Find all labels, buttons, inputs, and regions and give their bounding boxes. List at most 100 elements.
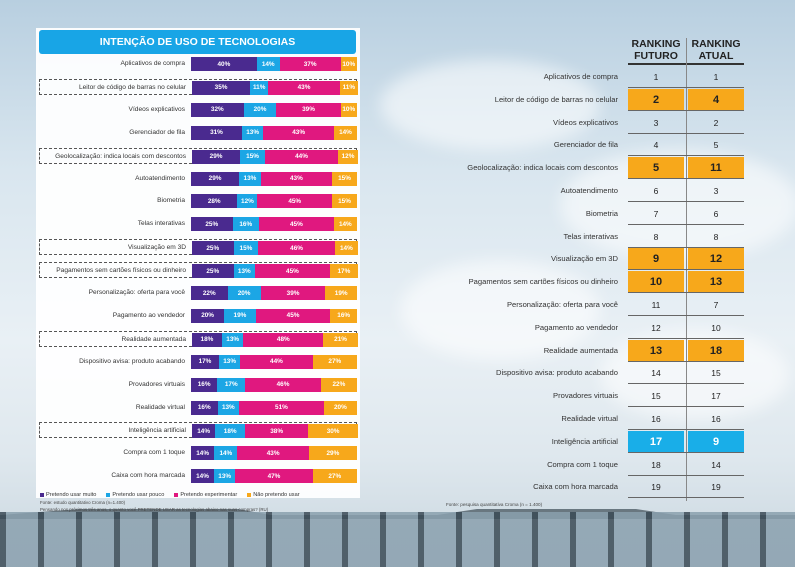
ranking-row-rule	[628, 474, 744, 476]
ranking-current-value: 14	[711, 459, 721, 470]
stacked-bar: 29% 15% 44% 12%	[192, 149, 358, 164]
ranking-future-value: 16	[651, 414, 661, 424]
row-label: Caixa com hora marcada	[111, 472, 185, 480]
chart-row: Vídeos explicativos 32% 20% 39% 10%	[39, 102, 357, 118]
bar-segment: 43%	[260, 171, 333, 186]
ranking-current-value: 7	[713, 300, 719, 310]
ranking-label: Realidade aumentada	[543, 345, 618, 355]
bar-segment: 29%	[308, 446, 357, 461]
ranking-label: Autoatendimento	[560, 186, 618, 195]
row-label: Visualização em 3D	[127, 244, 186, 252]
ranking-row-rule	[628, 337, 744, 339]
ranking-future-value: 2	[628, 88, 684, 111]
ranking-label: Gerenciador de fila	[553, 140, 618, 150]
bar-segment: 45%	[257, 194, 333, 209]
bar-segment: 29%	[191, 171, 240, 186]
ranking-current-value: 18	[688, 339, 744, 362]
bar-segment: 10%	[340, 102, 357, 117]
chart-row: Provadores virtuais 16% 17% 46% 22%	[39, 377, 357, 393]
ranking-current-value: 3	[713, 186, 719, 196]
ranking-label: Dispositivo avisa: produto acabando	[496, 368, 618, 378]
bar-segment: 11%	[250, 80, 269, 95]
bar-segment: 11%	[339, 80, 358, 95]
bar-segment: 15%	[332, 171, 357, 186]
legend-swatch	[247, 493, 252, 497]
ranking-current-value: 19	[711, 482, 721, 493]
bar-segment: 20%	[243, 102, 277, 117]
ranking-row-rule	[628, 451, 744, 453]
ranking-row: Realidade virtual 16 16	[444, 408, 746, 430]
ranking-future-value: 11	[651, 300, 661, 310]
chart-row: Gerenciador de fila 31% 13% 43% 14%	[39, 125, 357, 141]
bar-segment: 16%	[330, 308, 357, 323]
ranking-row: Pagamento ao vendedor 12 10	[444, 317, 746, 339]
source-note: Fonte: estudo quantitativo Croma (n=1.40…	[40, 500, 126, 505]
ranking-current-value: 12	[688, 248, 744, 271]
ranking-row: Pagamentos sem cartões físicos ou dinhei…	[444, 271, 746, 294]
row-label: Realidade aumentada	[121, 335, 186, 343]
ranking-label: Provadores virtuais	[553, 391, 618, 401]
ranking-future-value: 9	[628, 248, 684, 271]
bar-segment: 32%	[191, 102, 244, 117]
bar-segment: 44%	[240, 354, 313, 369]
bar-segment: 12%	[338, 149, 358, 164]
chart-row: Telas interativas 25% 16% 45% 14%	[39, 216, 357, 232]
ranking-row: Geolocalização: indica locais com descon…	[444, 157, 746, 180]
bar-segment: 13%	[218, 354, 241, 369]
legend-swatch	[174, 493, 179, 497]
row-label: Autoatendimento	[135, 174, 185, 182]
chart-row: Caixa com hora marcada 14% 13% 47% 27%	[39, 468, 357, 484]
ranking-future-value: 4	[653, 140, 659, 151]
ranking-row: Inteligência artificial 17 9	[444, 430, 746, 453]
stacked-bar: 25% 16% 45% 14%	[191, 217, 357, 232]
bar-segment: 39%	[260, 286, 326, 300]
chart-row: Leitor de código de barras no celular 35%…	[39, 78, 358, 95]
bar-segment: 45%	[255, 308, 331, 323]
bar-segment: 46%	[245, 377, 321, 392]
question-note: Pensando nos próximos três anos, o quant…	[40, 507, 269, 512]
ranking-row-rule	[628, 406, 744, 408]
bar-segment: 25%	[191, 217, 233, 232]
row-label: Biometria	[157, 197, 185, 205]
bar-segment: 13%	[241, 125, 264, 140]
building-background	[0, 512, 795, 567]
bar-segment: 20%	[227, 286, 261, 300]
bar-segment: 39%	[276, 102, 341, 117]
ranking-row-rule	[628, 497, 744, 499]
bar-segment: 27%	[312, 469, 357, 484]
stacked-bar: 17% 13% 44% 27%	[191, 354, 357, 369]
bar-segment: 17%	[329, 264, 358, 279]
bar-segment: 14%	[333, 217, 357, 232]
ranking-row: Compra com 1 toque 18 14	[444, 454, 746, 476]
chart-row: Geolocalização: indica locais com descon…	[39, 147, 358, 164]
chart-row: Dispositivo avisa: produto acabando 17% 13…	[39, 354, 357, 370]
legend-label: Pretendo experimentar	[180, 492, 238, 498]
ranking-row: Provadores virtuais 15 17	[444, 385, 746, 408]
bar-segment: 18%	[215, 424, 246, 439]
ranking-label: Telas interativas	[563, 231, 618, 241]
bar-segment: 20%	[191, 308, 225, 323]
stacked-bar: 16% 17% 46% 22%	[191, 377, 357, 392]
bar-segment: 13%	[239, 171, 261, 186]
bar-segment: 22%	[320, 377, 357, 392]
stacked-bar: 22% 20% 39% 19%	[191, 286, 357, 300]
bar-segment: 22%	[191, 286, 228, 300]
row-label: Compra com 1 toque	[123, 449, 185, 457]
bar-segment: 14%	[191, 446, 215, 461]
ranking-row: Realidade aumentada 13 18	[444, 339, 746, 362]
legend-item-muito: Pretendo usar muito	[40, 492, 96, 498]
stacked-bar: 20% 19% 45% 16%	[191, 308, 357, 323]
bar-segment: 13%	[214, 469, 236, 484]
ranking-row-rule	[628, 87, 744, 88]
chart-row: Visualização em 3D 25% 15% 46% 14%	[39, 239, 358, 256]
bar-segment: 38%	[245, 424, 309, 439]
chart-row: Pagamentos sem cartões físicos ou dinhei…	[39, 262, 358, 279]
chart-row: Personalização: oferta para você 22% 20% 39…	[39, 285, 357, 301]
bar-segment: 43%	[268, 80, 340, 95]
chart-title: INTENÇÃO DE USO DE TECNOLOGIAS	[39, 30, 356, 54]
ranking-label: Visualização em 3D	[551, 254, 618, 264]
ranking-current-value: 5	[713, 140, 719, 151]
stacked-bar: 14% 18% 38% 30%	[192, 424, 358, 439]
bar-segment: 16%	[191, 400, 218, 415]
bar-segment: 28%	[191, 194, 238, 209]
